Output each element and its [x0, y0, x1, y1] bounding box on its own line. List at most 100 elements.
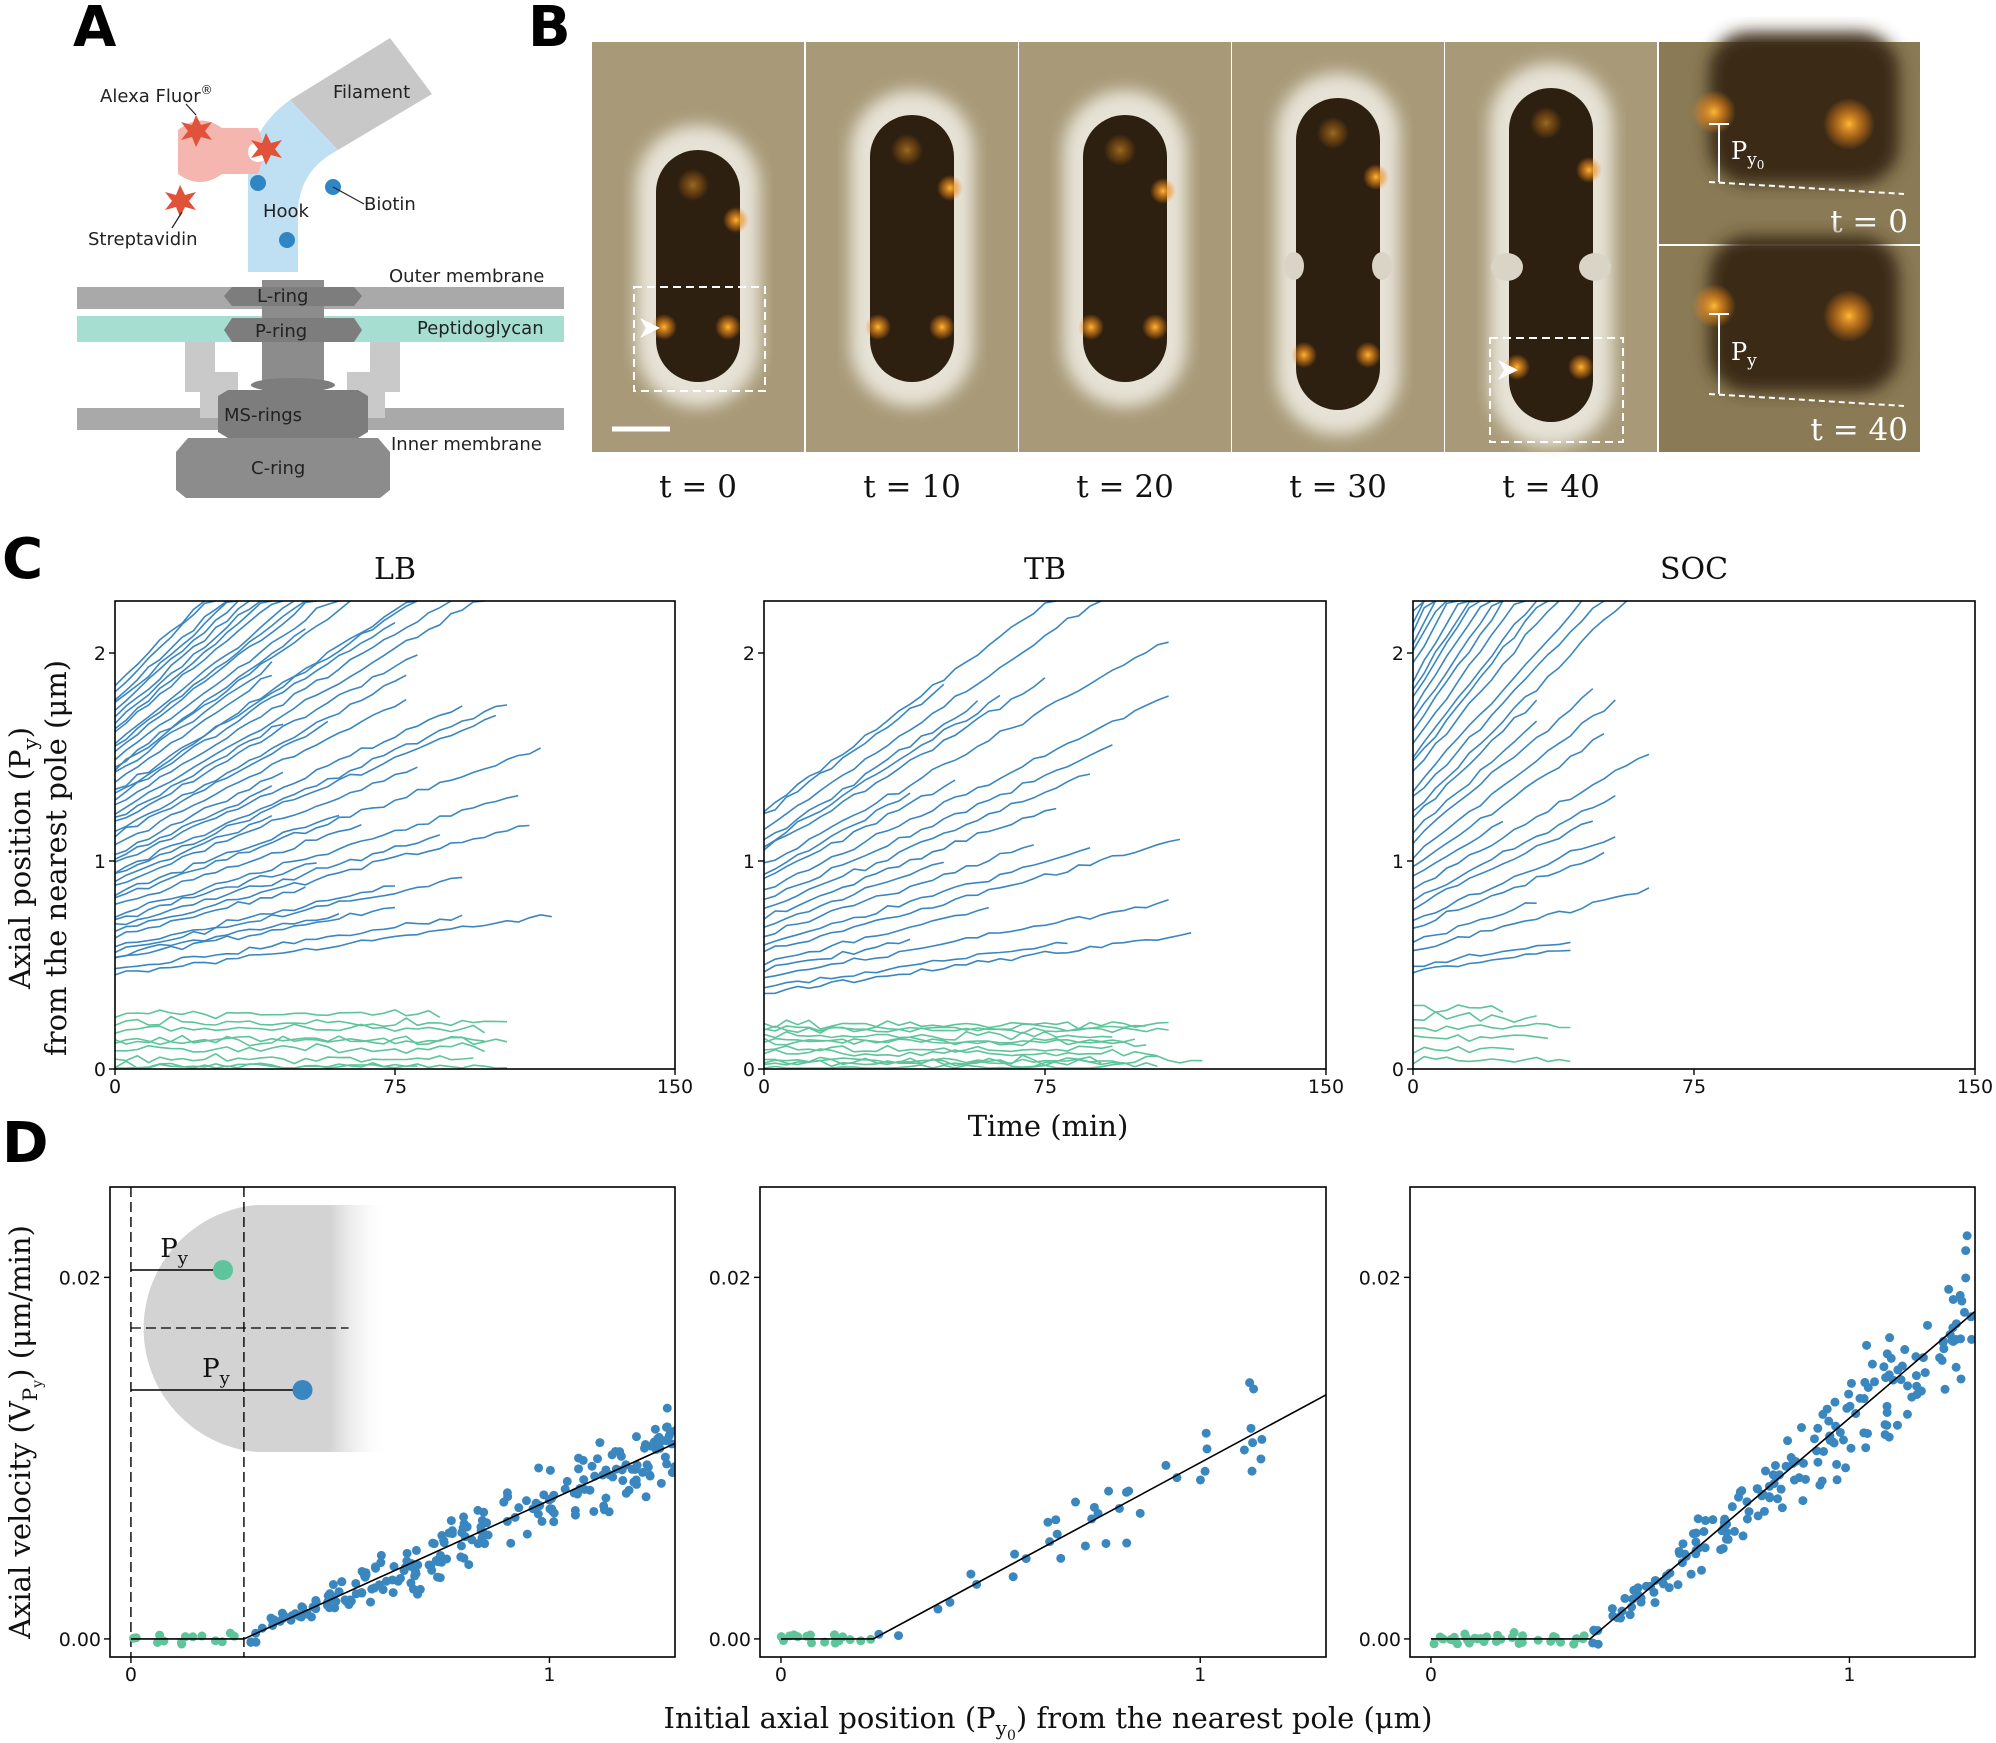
scatter-point-blue — [1760, 1466, 1770, 1476]
scatter-point-blue — [1951, 1362, 1961, 1372]
scatter-point-blue — [1885, 1333, 1895, 1343]
py-sub: y — [177, 1248, 189, 1269]
inset-py-subsub: 0 — [1757, 158, 1765, 172]
scatter-point-blue — [1828, 1437, 1838, 1447]
inset-baseline — [1708, 393, 1905, 407]
trajectory-line-blue — [114, 876, 463, 954]
frame-time-label: t = 30 — [1289, 469, 1387, 505]
trajectory-line-blue — [114, 674, 273, 783]
streptavidin-label: Streptavidin — [88, 229, 198, 250]
scatter-point-blue — [1202, 1444, 1212, 1454]
panel-d-xlabel-subsub: 0 — [1007, 1728, 1016, 1743]
trajectory-line-blue — [1412, 600, 1425, 612]
scatter-point-blue — [1650, 1598, 1660, 1608]
c-ring-label: C-ring — [251, 458, 305, 479]
trajectory-line-blue — [1412, 820, 1504, 877]
scatter-point-blue — [1881, 1373, 1891, 1383]
trajectory-lines — [1412, 600, 1650, 1065]
x-tick-label: 150 — [657, 1076, 693, 1098]
scatter-point-green — [829, 1630, 839, 1640]
trajectory-line-blue — [114, 747, 541, 899]
scatter-point-blue — [402, 1548, 412, 1558]
trajectory-line-green — [1412, 1004, 1504, 1014]
scatter-point-blue — [578, 1455, 588, 1465]
trajectory-line-green — [114, 1042, 485, 1054]
fluorescent-spot — [715, 314, 741, 340]
scatter-point-blue — [641, 1492, 651, 1502]
scatter-point-blue — [1759, 1506, 1769, 1516]
trajectory-line-blue — [1412, 600, 1504, 720]
y-tick-label: 2 — [1392, 643, 1404, 665]
scatter-point-blue — [479, 1507, 489, 1517]
micrograph-frame-4 — [1445, 42, 1657, 452]
scatter-point-blue — [411, 1569, 421, 1579]
trajectory-line-blue — [763, 694, 1001, 848]
scatter-point-blue — [376, 1558, 386, 1568]
trajectory-line-green — [114, 1034, 508, 1046]
trajectory-line-green — [114, 1060, 508, 1069]
scatter-point-blue — [631, 1475, 641, 1485]
velocity-chart-soc: 0 1 0.00 0.02 — [1359, 1186, 1976, 1686]
y-tick-label: 0.00 — [59, 1629, 101, 1651]
py-sub: y — [219, 1368, 231, 1389]
trajectory-chart-tb: TB 0 75 150 0 1 2 — [743, 552, 1344, 1098]
trajectory-line-blue — [763, 838, 1181, 953]
panel-letter-d: D — [2, 1111, 48, 1176]
trajectory-line-blue — [114, 824, 530, 933]
fluorescent-spot — [1576, 157, 1602, 183]
trajectory-line-green — [763, 1054, 1102, 1067]
scatter-point-blue — [1911, 1371, 1921, 1381]
chart-title: TB — [1024, 552, 1066, 587]
fluorescent-spot — [891, 134, 923, 166]
scatter-point-blue — [1114, 1503, 1124, 1513]
chart-frame — [109, 1186, 676, 1658]
panel-d-ylabel-post: ) (μm/min) — [3, 1225, 37, 1380]
trajectory-line-blue — [114, 600, 284, 733]
p-ring-label: P-ring — [255, 321, 307, 342]
scatter-point-blue — [587, 1461, 597, 1471]
scatter-point-blue — [1955, 1290, 1965, 1300]
scatter-point-blue — [1962, 1231, 1972, 1241]
scatter-point-blue — [621, 1488, 631, 1498]
scatter-point-green — [1514, 1638, 1524, 1648]
scatter-point-blue — [599, 1505, 609, 1515]
scatter-point-blue — [537, 1516, 547, 1526]
roi-box-t40 — [1489, 337, 1624, 443]
fluorescent-spot — [1150, 178, 1176, 204]
peptidoglycan-label: Peptidoglycan — [417, 318, 544, 339]
scatter-point-blue — [1686, 1569, 1696, 1579]
trajectory-line-blue — [763, 744, 1113, 901]
trajectory-line-blue — [114, 766, 418, 886]
scatter-point-blue — [411, 1545, 421, 1555]
scatter-point-blue — [246, 1637, 256, 1647]
scatter-point-blue — [1257, 1434, 1267, 1444]
panel-d-xlabel-post: ) from the nearest pole (μm) — [1016, 1701, 1433, 1735]
inset-py-sub: y — [1746, 150, 1757, 170]
y-tick-label: 2 — [743, 643, 755, 665]
trajectory-line-blue — [1412, 720, 1538, 834]
fluorescent-spot — [1530, 107, 1562, 139]
x-tick-label: 75 — [1033, 1076, 1057, 1098]
scatter-point-blue — [1815, 1480, 1825, 1490]
fluorescent-spot — [723, 207, 749, 233]
scatter-point-green — [1569, 1639, 1579, 1649]
inset-inset_bottom: Py t = 40 — [1659, 236, 1920, 452]
scatter-point-blue — [337, 1577, 347, 1587]
scatter-point-blue — [1859, 1428, 1869, 1438]
py-label-green: Py — [160, 1234, 189, 1269]
trajectory-line-blue — [114, 814, 273, 883]
py-main: P — [160, 1234, 178, 1264]
trajectory-line-blue — [1412, 600, 1481, 691]
fluorescent-spot — [1291, 342, 1317, 368]
micrograph-frame-2 — [1019, 42, 1231, 452]
panel-d-xlabel-sub: y — [995, 1716, 1008, 1740]
scatter-point-blue — [640, 1440, 650, 1450]
scatter-point-blue — [413, 1589, 423, 1599]
x-tick-label: 0 — [1407, 1076, 1419, 1098]
scatter-point-blue — [1722, 1519, 1732, 1529]
scatter-point-green — [1533, 1635, 1543, 1645]
trajectory-line-blue — [114, 600, 262, 725]
scatter-point-blue — [1678, 1539, 1688, 1549]
scatter-point-blue — [1708, 1515, 1718, 1525]
scatter-point-blue — [1721, 1534, 1731, 1544]
